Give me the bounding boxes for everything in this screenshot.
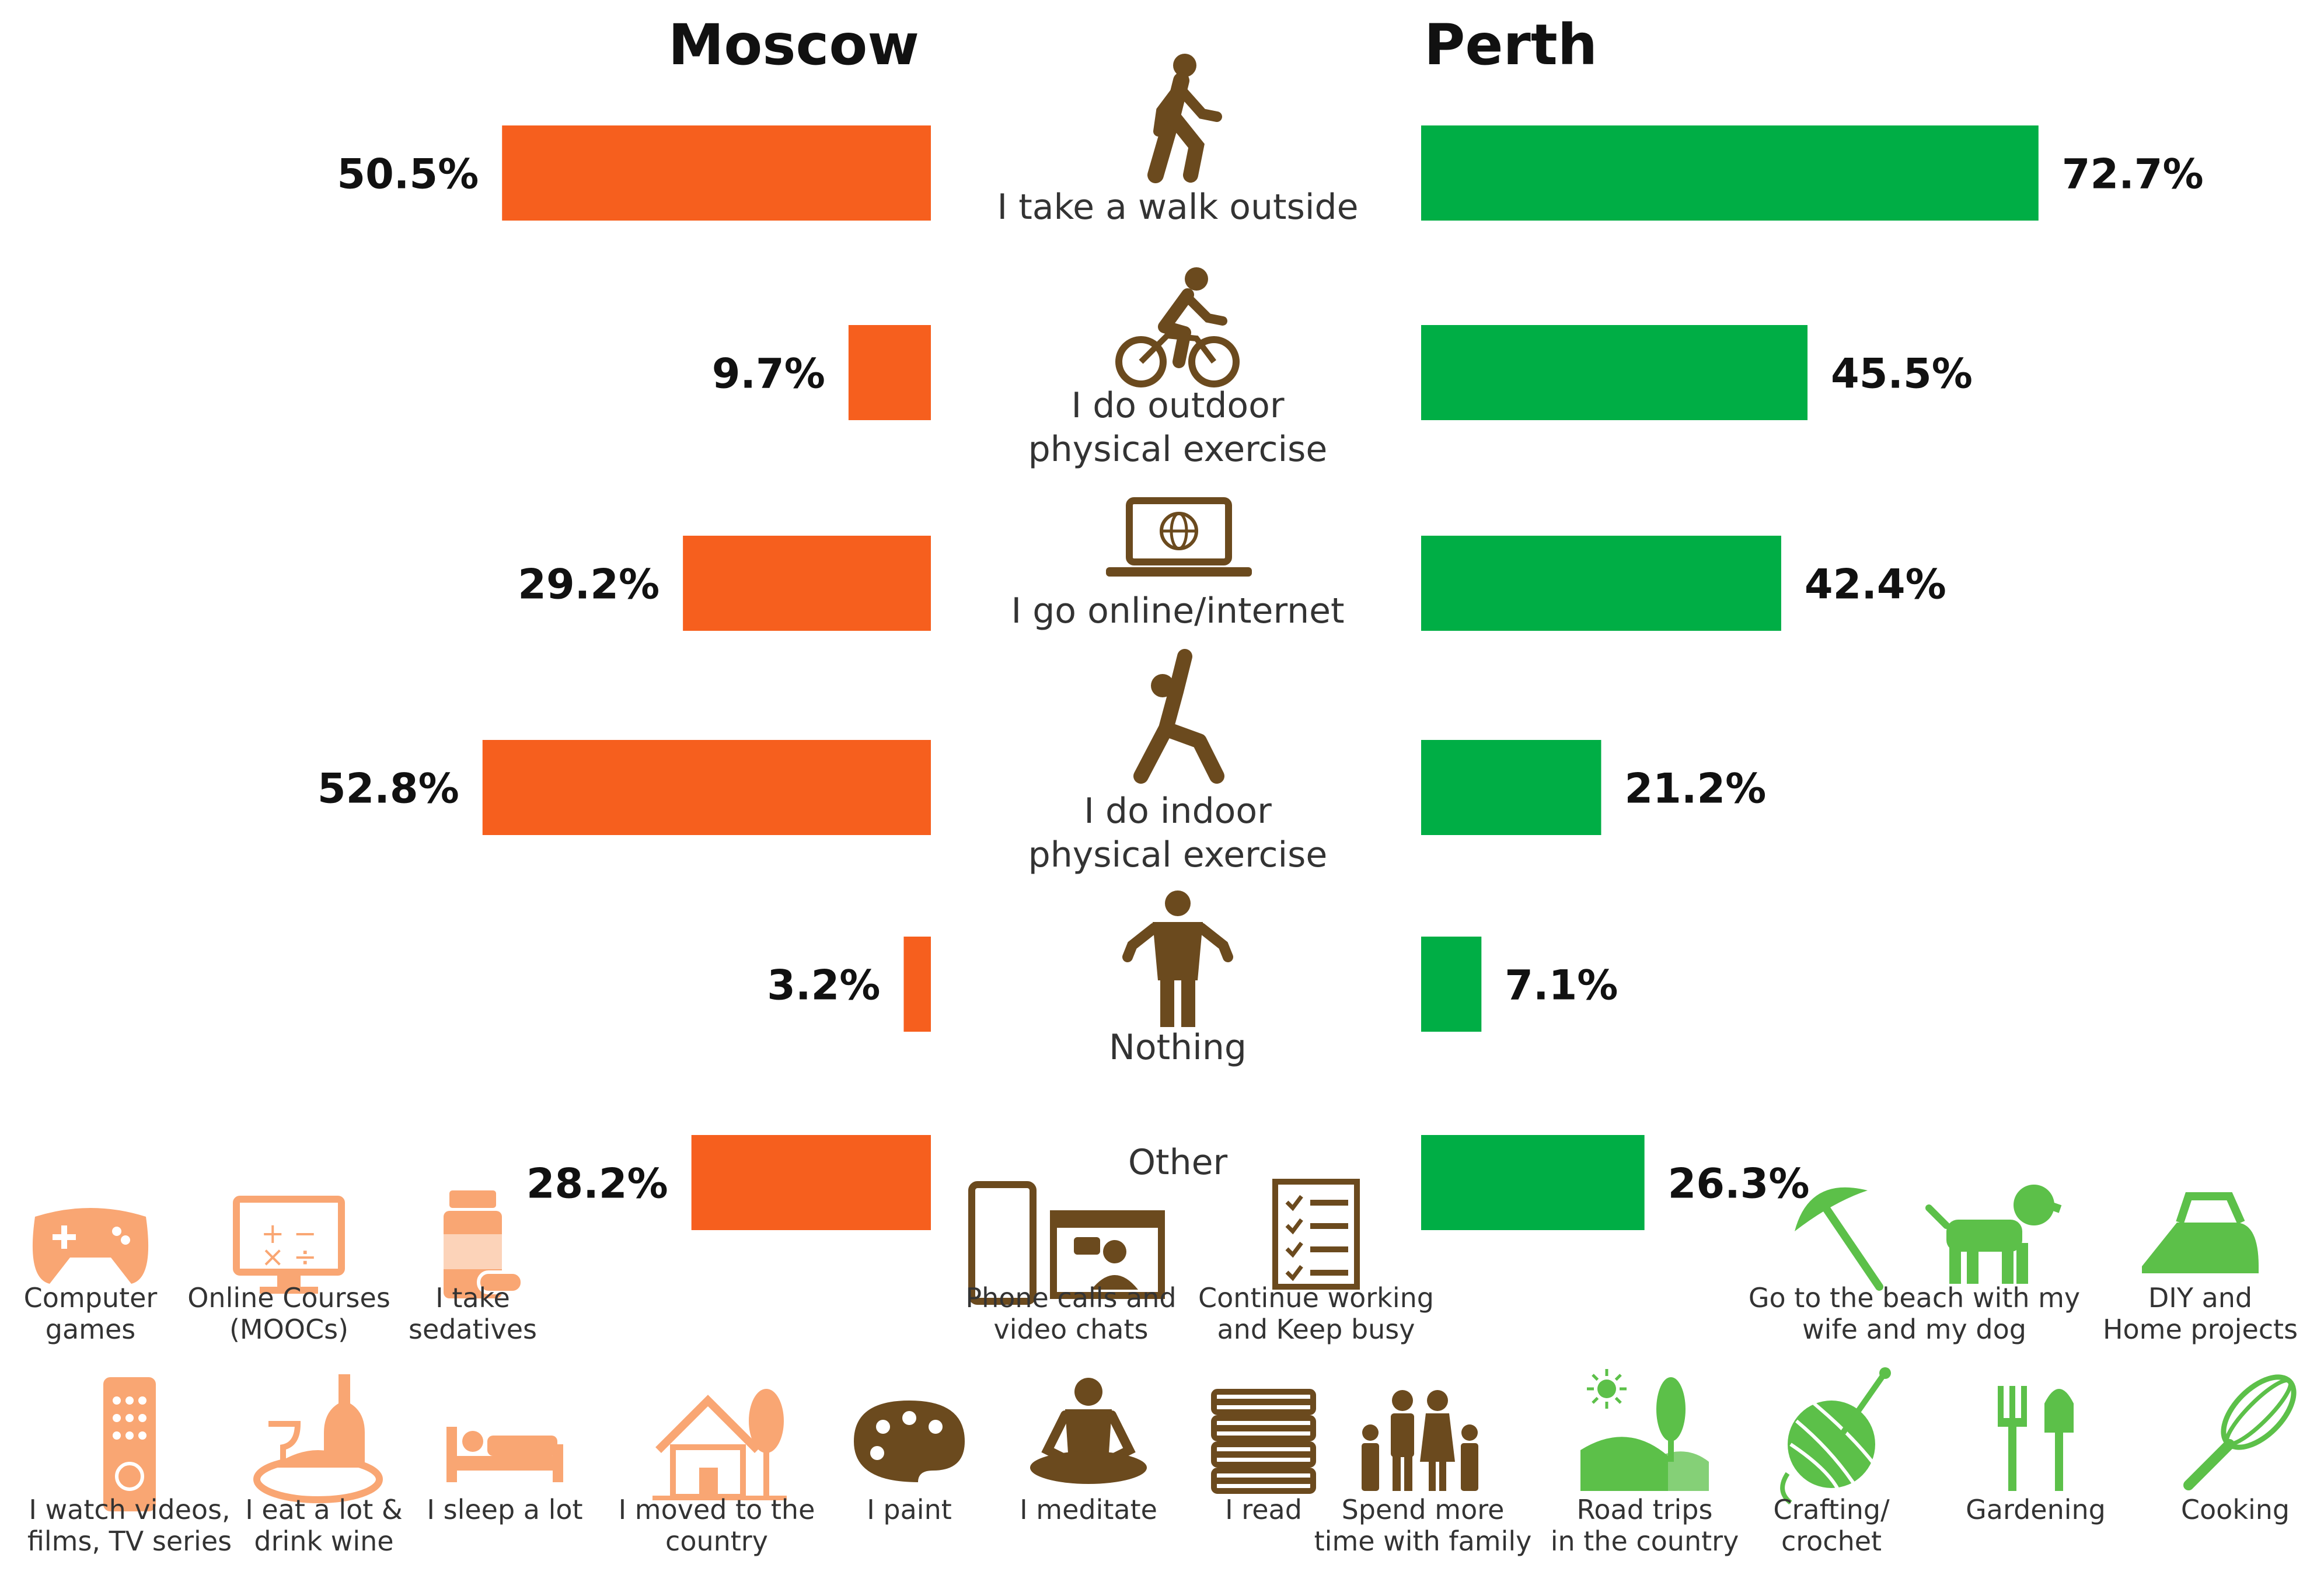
country-house-icon bbox=[652, 1389, 787, 1500]
other-item-label: Phone calls and bbox=[965, 1282, 1176, 1314]
perth-bar bbox=[1421, 937, 1482, 1032]
perth-value-label: 21.2% bbox=[1624, 765, 1766, 813]
other-item-label: Online Courses bbox=[187, 1282, 390, 1314]
phone-video-icon bbox=[968, 1181, 1165, 1305]
other-item-label: DIY and bbox=[2148, 1282, 2252, 1314]
other-item-label: time with family bbox=[1314, 1525, 1532, 1557]
moscow-bar bbox=[903, 937, 931, 1032]
perth-value-label: 26.3% bbox=[1668, 1160, 1810, 1208]
other-item-label: Gardening bbox=[1966, 1494, 2106, 1525]
other-item-label: Computer bbox=[24, 1282, 158, 1314]
monitor-math-icon: + −× ÷ bbox=[233, 1196, 345, 1294]
category-label: I do indoor bbox=[1084, 791, 1272, 832]
other-item-label: I read bbox=[1225, 1494, 1302, 1525]
perth-bar bbox=[1421, 740, 1601, 835]
family-icon bbox=[1362, 1390, 1478, 1491]
other-item-label: (MOOCs) bbox=[229, 1314, 348, 1345]
landscape-icon bbox=[1580, 1369, 1709, 1491]
moscow-value-label: 29.2% bbox=[518, 561, 659, 609]
other-item-label: crochet bbox=[1781, 1525, 1882, 1557]
other-item-label: country bbox=[665, 1525, 768, 1557]
perth-bar bbox=[1421, 125, 2039, 221]
category-label: Nothing bbox=[1109, 1027, 1247, 1068]
perth-bar bbox=[1421, 536, 1781, 631]
moscow-header: Moscow bbox=[668, 12, 919, 78]
other-item-label: Go to the beach with my bbox=[1749, 1282, 2080, 1314]
other-item-label: Home projects bbox=[2103, 1314, 2298, 1345]
category-label: I go online/internet bbox=[1011, 591, 1344, 631]
other-item-label: sedatives bbox=[409, 1314, 537, 1345]
moscow-value-label: 28.2% bbox=[526, 1160, 668, 1208]
books-icon bbox=[1211, 1389, 1316, 1494]
category-label: physical exercise bbox=[1028, 834, 1328, 875]
other-item-label: Crafting/ bbox=[1773, 1494, 1890, 1525]
cyclist-icon bbox=[1115, 267, 1240, 387]
other-item-label: and Keep busy bbox=[1217, 1314, 1415, 1345]
moscow-bar bbox=[683, 536, 931, 631]
checklist-icon bbox=[1272, 1179, 1360, 1290]
moscow-bar bbox=[691, 1135, 931, 1230]
yarn-ball-icon bbox=[1780, 1367, 1891, 1505]
perth-value-label: 7.1% bbox=[1505, 962, 1618, 1010]
standing-person-icon bbox=[1122, 890, 1233, 1027]
other-item-label: video chats bbox=[994, 1314, 1149, 1345]
dog-icon bbox=[1925, 1185, 2062, 1284]
whisk-icon bbox=[2183, 1374, 2297, 1490]
moscow-value-label: 50.5% bbox=[337, 151, 479, 198]
other-item-label: I take bbox=[435, 1282, 510, 1314]
perth-value-label: 42.4% bbox=[1805, 561, 1946, 609]
other-item-label: Continue working bbox=[1198, 1282, 1434, 1314]
food-wine-icon bbox=[253, 1374, 383, 1503]
moscow-bar bbox=[502, 125, 931, 221]
other-item-label: in the country bbox=[1551, 1525, 1739, 1557]
gamepad-icon bbox=[32, 1208, 149, 1284]
category-label: Other bbox=[1128, 1142, 1228, 1183]
pill-bottle-icon bbox=[444, 1190, 524, 1298]
other-item-label: I moved to the bbox=[619, 1494, 815, 1525]
beach-umbrella-icon bbox=[1795, 1187, 1883, 1291]
perth-value-label: 45.5% bbox=[1831, 350, 1973, 398]
other-item-label: I paint bbox=[867, 1494, 952, 1525]
other-item-label: wife and my dog bbox=[1802, 1314, 2026, 1345]
garden-tools-icon bbox=[1998, 1386, 2074, 1491]
other-item-label: Road trips bbox=[1577, 1494, 1713, 1525]
category-label: I do outdoor bbox=[1071, 385, 1284, 426]
walking-person-icon bbox=[1147, 54, 1222, 183]
meditation-icon bbox=[1030, 1378, 1147, 1484]
perth-bar bbox=[1421, 1135, 1645, 1230]
moscow-value-label: 3.2% bbox=[767, 962, 880, 1010]
other-item-label: Cooking bbox=[2181, 1494, 2290, 1525]
other-item-label: games bbox=[46, 1314, 135, 1345]
other-item-label: I watch videos, bbox=[29, 1494, 230, 1525]
bed-icon bbox=[446, 1427, 563, 1482]
perth-bar bbox=[1421, 325, 1808, 420]
stretching-person-icon bbox=[1133, 649, 1224, 784]
category-label: physical exercise bbox=[1028, 429, 1328, 470]
svg-text:× ÷: × ÷ bbox=[261, 1241, 317, 1273]
other-item-label: Spend more bbox=[1342, 1494, 1505, 1525]
other-item-label: I eat a lot & bbox=[245, 1494, 403, 1525]
laptop-globe-icon bbox=[1106, 497, 1252, 577]
iron-icon bbox=[2142, 1192, 2259, 1273]
moscow-bar bbox=[482, 740, 931, 835]
other-item-label: I sleep a lot bbox=[427, 1494, 582, 1525]
moscow-value-label: 52.8% bbox=[317, 765, 459, 813]
svg-text:+ −: + − bbox=[261, 1217, 317, 1250]
category-label: I take a walk outside bbox=[997, 187, 1358, 228]
moscow-bar bbox=[848, 325, 931, 420]
moscow-value-label: 9.7% bbox=[712, 350, 825, 398]
other-item-label: drink wine bbox=[254, 1525, 393, 1557]
remote-control-icon bbox=[103, 1377, 156, 1511]
other-item-label: films, TV series bbox=[27, 1525, 232, 1557]
other-item-label: I meditate bbox=[1020, 1494, 1157, 1525]
bars-layer: 50.5% 72.7% 9.7% 45.5% 29.2% 42.4% 52.8% 21.2% 3… bbox=[317, 125, 2204, 1230]
palette-icon bbox=[854, 1401, 965, 1482]
perth-header: Perth bbox=[1424, 12, 1597, 78]
perth-value-label: 72.7% bbox=[2062, 151, 2204, 198]
